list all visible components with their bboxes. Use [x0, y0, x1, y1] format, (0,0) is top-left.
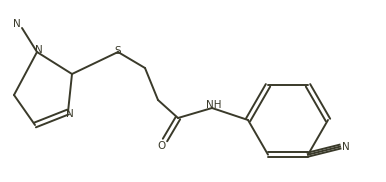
Text: N: N — [13, 19, 21, 29]
Text: N: N — [342, 142, 350, 152]
Text: S: S — [115, 46, 121, 56]
Text: N: N — [66, 109, 74, 119]
Text: NH: NH — [206, 100, 222, 110]
Text: N: N — [35, 45, 43, 55]
Text: O: O — [158, 141, 166, 151]
